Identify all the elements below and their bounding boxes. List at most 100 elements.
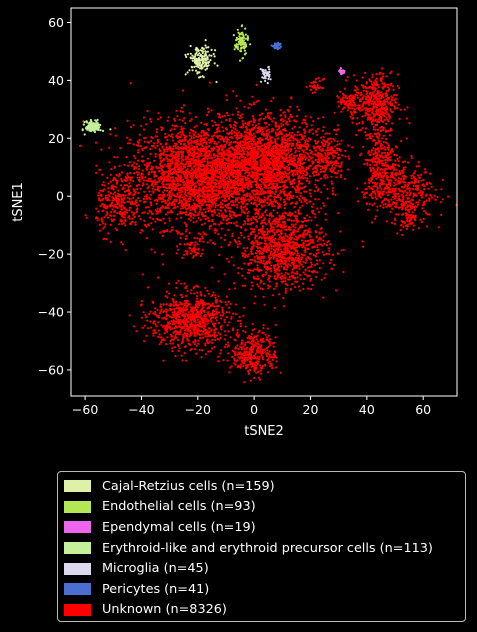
scatter-point xyxy=(330,180,333,183)
scatter-point xyxy=(292,144,295,147)
scatter-point xyxy=(236,129,239,132)
scatter-point xyxy=(284,172,287,175)
scatter-point xyxy=(306,244,309,247)
scatter-point xyxy=(289,115,292,118)
scatter-point xyxy=(283,151,286,154)
scatter-point xyxy=(220,151,223,154)
scatter-point xyxy=(296,105,299,108)
scatter-point xyxy=(179,236,182,239)
scatter-point xyxy=(184,190,187,193)
scatter-point xyxy=(235,149,238,153)
scatter-point xyxy=(204,233,208,236)
scatter-point xyxy=(277,206,280,210)
scatter-point xyxy=(299,170,302,173)
scatter-point xyxy=(228,187,231,190)
scatter-point xyxy=(189,175,192,178)
scatter-point xyxy=(283,257,286,260)
scatter-point xyxy=(315,173,318,176)
scatter-point xyxy=(201,150,204,153)
scatter-point xyxy=(296,171,299,174)
scatter-point xyxy=(239,153,242,156)
scatter-point xyxy=(258,246,261,249)
scatter-point xyxy=(281,212,284,215)
scatter-point xyxy=(236,206,239,209)
scatter-point xyxy=(261,133,264,136)
scatter-point xyxy=(151,187,154,190)
scatter-point xyxy=(298,159,301,162)
scatter-point xyxy=(137,171,140,174)
scatter-point xyxy=(247,144,250,147)
scatter-point xyxy=(235,94,238,97)
scatter-point xyxy=(165,146,168,149)
scatter-point xyxy=(240,164,243,167)
scatter-point xyxy=(239,126,242,129)
scatter-point xyxy=(300,165,304,168)
scatter-point xyxy=(151,180,155,183)
scatter-point xyxy=(141,211,144,214)
scatter-point xyxy=(284,289,287,292)
scatter-point xyxy=(256,209,259,212)
scatter-point xyxy=(264,273,267,276)
scatter-point xyxy=(199,137,202,140)
scatter-point xyxy=(216,169,219,173)
scatter-point xyxy=(245,178,248,181)
scatter-point xyxy=(300,201,303,204)
scatter-point xyxy=(251,284,254,287)
scatter-point xyxy=(186,188,190,191)
scatter-point xyxy=(224,199,227,202)
scatter-point xyxy=(282,297,285,300)
scatter-point xyxy=(157,210,160,213)
scatter-point xyxy=(247,147,251,150)
scatter-point xyxy=(322,116,325,119)
scatter-point xyxy=(300,176,303,179)
scatter-point xyxy=(201,158,204,161)
scatter-point xyxy=(233,131,236,134)
scatter-point xyxy=(187,142,190,145)
scatter-point xyxy=(307,167,310,170)
scatter-point xyxy=(243,130,246,134)
scatter-point xyxy=(165,155,168,159)
scatter-point xyxy=(266,175,269,179)
scatter-point xyxy=(331,193,334,196)
scatter-point xyxy=(145,197,148,201)
scatter-point xyxy=(310,265,313,268)
scatter-point xyxy=(265,129,268,132)
scatter-point xyxy=(274,122,277,125)
scatter-point xyxy=(205,136,208,139)
scatter-point xyxy=(244,250,247,253)
scatter-point xyxy=(259,117,262,120)
scatter-point xyxy=(156,138,159,141)
scatter-point xyxy=(251,173,254,176)
scatter-point xyxy=(292,160,295,163)
scatter-point xyxy=(171,136,174,139)
scatter-point xyxy=(298,150,301,153)
scatter-point xyxy=(165,154,168,157)
scatter-point xyxy=(223,143,226,147)
scatter-point xyxy=(196,152,200,155)
scatter-point xyxy=(246,169,249,172)
scatter-point xyxy=(228,117,231,120)
scatter-point xyxy=(154,183,157,186)
scatter-point xyxy=(187,207,190,210)
scatter-point xyxy=(294,210,297,213)
scatter-point xyxy=(172,167,175,170)
scatter-point xyxy=(149,118,152,121)
scatter-point xyxy=(223,145,226,148)
scatter-point xyxy=(238,117,241,120)
scatter-point xyxy=(247,106,250,109)
scatter-point xyxy=(177,279,180,282)
scatter-point xyxy=(150,210,153,213)
scatter-point xyxy=(290,169,293,172)
scatter-point xyxy=(312,203,315,206)
scatter-point xyxy=(357,200,360,203)
scatter-point xyxy=(201,203,204,206)
scatter-point xyxy=(143,211,146,214)
scatter-point xyxy=(192,199,195,202)
scatter-point xyxy=(181,178,185,181)
scatter-point xyxy=(185,176,188,179)
scatter-point xyxy=(178,118,181,121)
scatter-point xyxy=(207,150,210,153)
scatter-point xyxy=(316,244,319,247)
scatter-point xyxy=(165,175,168,178)
scatter-point xyxy=(236,168,239,171)
